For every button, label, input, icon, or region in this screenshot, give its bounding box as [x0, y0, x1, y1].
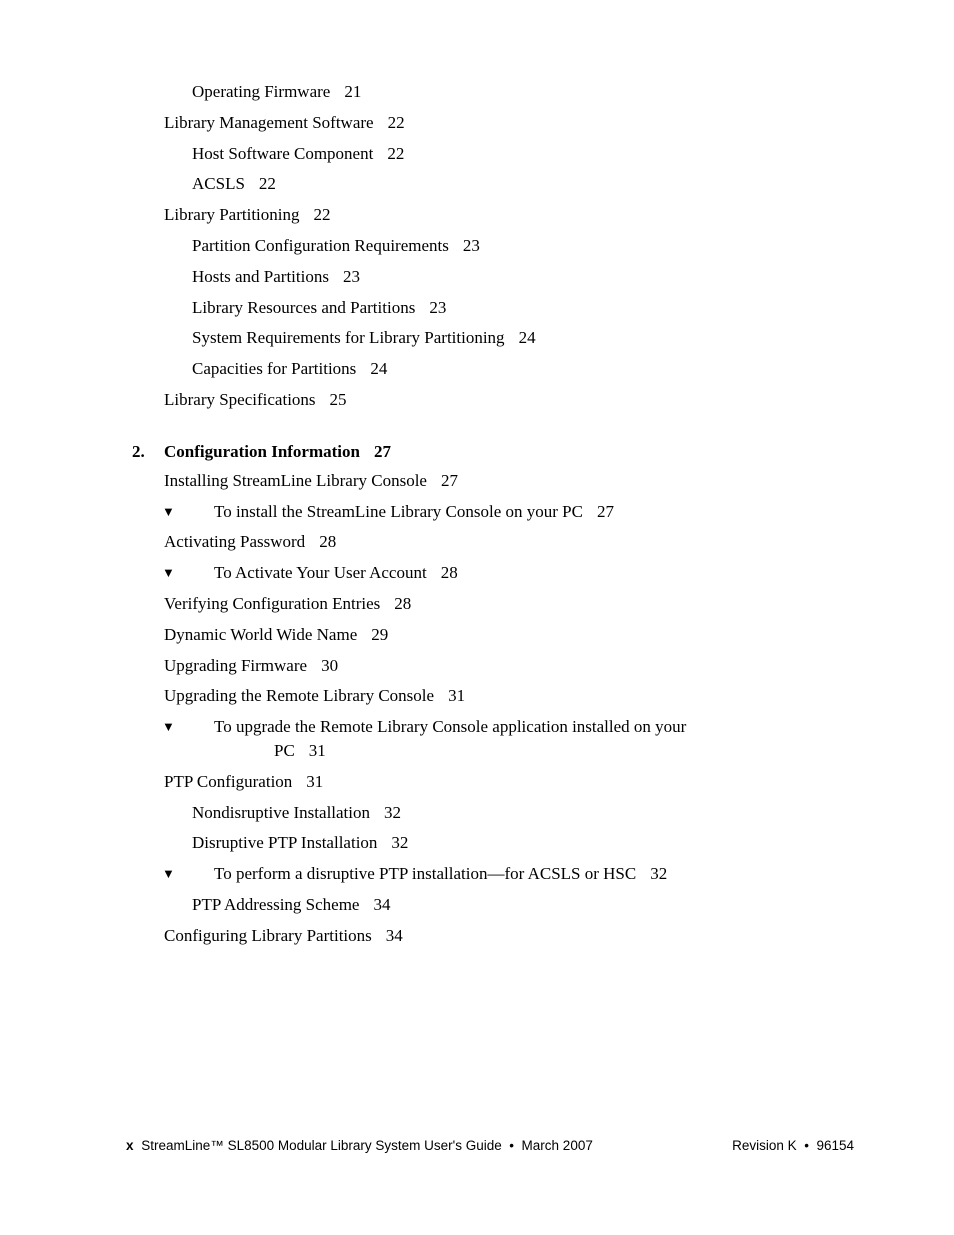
toc-title: To Activate Your User Account	[214, 563, 427, 582]
toc-page: 21	[344, 82, 361, 101]
toc-page: 31	[448, 686, 465, 705]
toc-entry: Nondisruptive Installation 32	[192, 801, 854, 825]
footer-right: Revision K • 96154	[732, 1138, 854, 1153]
toc-entry-procedure: ▼To upgrade the Remote Library Console a…	[192, 715, 792, 763]
toc-page: 31	[306, 772, 323, 791]
bullet-icon: •	[509, 1138, 514, 1153]
toc-title: PTP Configuration	[164, 772, 292, 791]
toc-title: Library Specifications	[164, 390, 316, 409]
toc-title: Hosts and Partitions	[192, 267, 329, 286]
footer-revision: Revision K	[732, 1138, 797, 1153]
toc-entry: ACSLS 22	[192, 172, 854, 196]
toc-page: 24	[519, 328, 536, 347]
toc-page: 23	[343, 267, 360, 286]
toc-entry: Library Specifications 25	[164, 388, 854, 412]
toc-title: Verifying Configuration Entries	[164, 594, 380, 613]
toc-entry: Upgrading the Remote Library Console 31	[164, 684, 854, 708]
toc-page: 22	[388, 113, 405, 132]
footer-left: x StreamLine™ SL8500 Modular Library Sys…	[126, 1138, 593, 1153]
toc-content: Operating Firmware 21 Library Management …	[132, 80, 854, 955]
toc-title: To perform a disruptive PTP installation…	[214, 864, 636, 883]
toc-entry: Configuring Library Partitions 34	[164, 924, 854, 948]
toc-page: 22	[387, 144, 404, 163]
toc-title: Capacities for Partitions	[192, 359, 356, 378]
toc-title: Host Software Component	[192, 144, 373, 163]
toc-entry: Disruptive PTP Installation 32	[192, 831, 854, 855]
toc-title: Partition Configuration Requirements	[192, 236, 449, 255]
procedure-icon: ▼	[192, 503, 214, 521]
toc-title: ACSLS	[192, 174, 245, 193]
toc-title: Installing StreamLine Library Console	[164, 471, 427, 490]
toc-entry: Capacities for Partitions 24	[192, 357, 854, 381]
toc-entry: PTP Configuration 31	[164, 770, 854, 794]
chapter-title: Configuration Information	[164, 442, 360, 462]
footer-doc-title: StreamLine™ SL8500 Modular Library Syste…	[141, 1138, 502, 1153]
toc-title: To upgrade the Remote Library Console ap…	[214, 717, 792, 763]
toc-entry: Hosts and Partitions 23	[192, 265, 854, 289]
toc-entry: Upgrading Firmware 30	[164, 654, 854, 678]
toc-page: 22	[314, 205, 331, 224]
toc-entry: Library Resources and Partitions 23	[192, 296, 854, 320]
toc-page: 27	[597, 502, 614, 521]
toc-title: Configuring Library Partitions	[164, 926, 372, 945]
procedure-icon: ▼	[192, 865, 214, 883]
footer-docnum: 96154	[816, 1138, 854, 1153]
chapter-number: 2.	[132, 442, 164, 462]
procedure-icon: ▼	[192, 718, 214, 736]
toc-entry: Installing StreamLine Library Console 27	[164, 469, 854, 493]
toc-page: 23	[463, 236, 480, 255]
toc-page: 34	[386, 926, 403, 945]
toc-entry: Dynamic World Wide Name 29	[164, 623, 854, 647]
toc-entry-procedure: ▼To install the StreamLine Library Conso…	[192, 500, 854, 524]
toc-page: 32	[391, 833, 408, 852]
toc-title: Library Management Software	[164, 113, 374, 132]
toc-page: 27	[374, 442, 391, 462]
toc-title: System Requirements for Library Partitio…	[192, 328, 505, 347]
toc-page: 28	[394, 594, 411, 613]
toc-page: 32	[650, 864, 667, 883]
toc-page: 28	[441, 563, 458, 582]
page-footer: x StreamLine™ SL8500 Modular Library Sys…	[126, 1138, 854, 1153]
toc-entry: System Requirements for Library Partitio…	[192, 326, 854, 350]
toc-title: To install the StreamLine Library Consol…	[214, 502, 583, 521]
toc-page: 25	[330, 390, 347, 409]
bullet-icon: •	[804, 1138, 809, 1153]
toc-page: 32	[384, 803, 401, 822]
toc-page: 24	[370, 359, 387, 378]
toc-entry-procedure: ▼To Activate Your User Account 28	[192, 561, 854, 585]
toc-title: Nondisruptive Installation	[192, 803, 370, 822]
procedure-icon: ▼	[192, 564, 214, 582]
toc-title: Library Partitioning	[164, 205, 300, 224]
toc-entry-procedure: ▼To perform a disruptive PTP installatio…	[192, 862, 854, 886]
footer-page-number: x	[126, 1138, 134, 1153]
toc-title: Library Resources and Partitions	[192, 298, 415, 317]
toc-page: 27	[441, 471, 458, 490]
toc-page: 22	[259, 174, 276, 193]
toc-page: 34	[373, 895, 390, 914]
toc-entry: Partition Configuration Requirements 23	[192, 234, 854, 258]
toc-entry: Host Software Component 22	[192, 142, 854, 166]
toc-title: Upgrading the Remote Library Console	[164, 686, 434, 705]
toc-entry: Library Partitioning 22	[164, 203, 854, 227]
footer-date: March 2007	[522, 1138, 593, 1153]
toc-title: Operating Firmware	[192, 82, 330, 101]
toc-page: 31	[309, 741, 326, 760]
toc-page: 29	[371, 625, 388, 644]
toc-entry: Verifying Configuration Entries 28	[164, 592, 854, 616]
toc-page: 28	[319, 532, 336, 551]
toc-chapter: 2. Configuration Information 27	[132, 442, 854, 462]
toc-title: Activating Password	[164, 532, 305, 551]
toc-entry: Library Management Software 22	[164, 111, 854, 135]
toc-entry: Activating Password 28	[164, 530, 854, 554]
toc-title: PTP Addressing Scheme	[192, 895, 359, 914]
toc-title: Dynamic World Wide Name	[164, 625, 357, 644]
toc-title: Disruptive PTP Installation	[192, 833, 377, 852]
toc-page: 30	[321, 656, 338, 675]
toc-title: Upgrading Firmware	[164, 656, 307, 675]
toc-page: 23	[429, 298, 446, 317]
toc-entry: PTP Addressing Scheme 34	[192, 893, 854, 917]
toc-entry: Operating Firmware 21	[192, 80, 854, 104]
